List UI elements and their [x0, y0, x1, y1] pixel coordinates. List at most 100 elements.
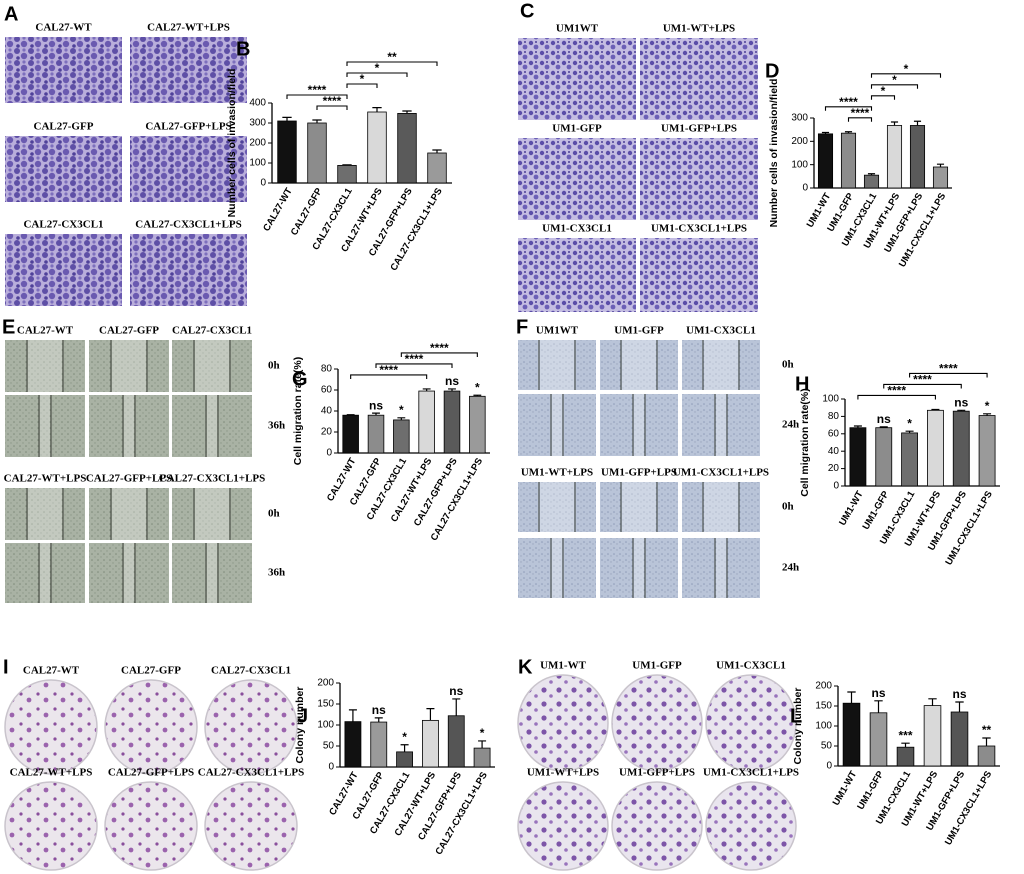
micrograph — [682, 538, 760, 598]
panel-letter: K — [518, 656, 533, 678]
micrograph — [172, 340, 252, 392]
panel-letter: C — [520, 0, 534, 22]
bar — [370, 721, 388, 768]
bar — [422, 719, 439, 768]
error-bar — [346, 414, 355, 416]
wound-gap — [207, 543, 217, 603]
significance-label: ns — [952, 687, 966, 701]
micrograph — [518, 38, 636, 120]
bar — [849, 427, 867, 487]
colony-plate — [4, 781, 98, 871]
bar — [344, 721, 362, 768]
error-bar — [452, 698, 461, 716]
wound-gap — [112, 340, 146, 392]
micrograph — [640, 138, 758, 220]
micrograph — [518, 238, 636, 312]
error-bar — [901, 742, 910, 748]
time-label: 0h — [268, 360, 280, 372]
micrograph — [130, 136, 247, 202]
wound-gap — [552, 394, 562, 456]
time-label: 24h — [782, 562, 799, 574]
error-bar — [847, 691, 856, 704]
y-tick-label: 50 — [323, 741, 335, 752]
bar — [896, 746, 915, 767]
image-label: CAL27-CX3CL1+LPS — [198, 767, 305, 779]
image-label: UM1-CX3CL1 — [542, 223, 612, 235]
significance-label: * — [475, 380, 480, 394]
micrograph — [172, 488, 252, 540]
panel-letter: G — [292, 368, 308, 390]
significance-label: **** — [323, 94, 342, 108]
micrograph — [640, 238, 758, 312]
image-label: CAL27-WT — [17, 325, 74, 337]
y-tick-label: 400 — [249, 98, 266, 109]
bar — [875, 427, 893, 487]
colony-plate — [204, 781, 298, 871]
image-label: CAL27-CX3CL1+LPS — [135, 219, 242, 231]
significance-label: * — [480, 726, 485, 740]
error-bar — [867, 173, 876, 176]
image-label: UM1-WT+LPS — [527, 767, 599, 779]
significance-bracket — [400, 352, 478, 357]
micrograph — [5, 543, 85, 603]
wound-gap — [195, 340, 229, 392]
y-tick-label: 200 — [317, 678, 334, 689]
image-label: UM1WT — [536, 325, 579, 337]
micrograph — [682, 394, 760, 456]
micrograph — [518, 138, 636, 220]
bar — [817, 133, 834, 189]
image-label: UM1-CX3CL1 — [716, 660, 786, 672]
error-bar — [890, 121, 899, 126]
wound-gap — [195, 488, 229, 540]
colony-plate — [104, 679, 198, 775]
colony-plate — [517, 674, 609, 772]
y-tick-label: 40 — [321, 406, 333, 417]
significance-bracket — [346, 83, 378, 88]
significance-label: ns — [445, 374, 459, 388]
significance-bracket — [346, 61, 438, 66]
y-tick-label: 0 — [802, 183, 808, 194]
image-label: CAL27-CX3CL1 — [172, 325, 252, 337]
bar — [950, 711, 969, 767]
significance-label: **** — [308, 83, 327, 97]
micrograph — [5, 234, 122, 306]
wound-gap — [622, 340, 656, 390]
micrograph — [600, 482, 678, 532]
significance-bracket — [847, 117, 873, 122]
significance-label: ns — [877, 412, 891, 426]
panel-letter: E — [2, 316, 15, 338]
y-tick-label: 60 — [321, 385, 333, 396]
micrograph — [518, 340, 596, 390]
colony-plate — [611, 781, 703, 871]
image-label: UM1WT — [556, 23, 599, 35]
y-tick-label: 20 — [828, 463, 840, 474]
significance-bracket — [375, 363, 453, 368]
wound-gap — [704, 340, 738, 390]
colony-plate — [705, 674, 797, 772]
significance-bracket — [824, 106, 873, 111]
wound-gap — [124, 543, 134, 603]
micrograph — [640, 38, 758, 120]
significance-bracket — [350, 374, 428, 379]
bar — [886, 125, 903, 189]
micrograph — [89, 395, 169, 457]
bar — [842, 702, 861, 767]
error-bar — [422, 388, 431, 392]
image-label: UM1-CX3CL1+LPS — [703, 767, 799, 779]
image-label: UM1-GFP — [632, 660, 682, 672]
bar — [901, 432, 918, 487]
image-label: CAL27-WT — [35, 22, 92, 34]
micrograph — [5, 488, 85, 540]
significance-bracket — [883, 383, 962, 389]
significance-label: ns — [372, 703, 386, 717]
panel-letter: D — [765, 60, 779, 82]
time-label: 24h — [782, 419, 799, 431]
significance-label: ** — [387, 50, 397, 64]
bar — [923, 705, 942, 767]
y-tick-label: 100 — [791, 159, 808, 170]
bar — [952, 410, 970, 487]
colony-plate — [705, 781, 797, 871]
significance-label: ns — [449, 684, 463, 698]
colony-plate — [611, 674, 703, 772]
bar — [397, 113, 417, 184]
